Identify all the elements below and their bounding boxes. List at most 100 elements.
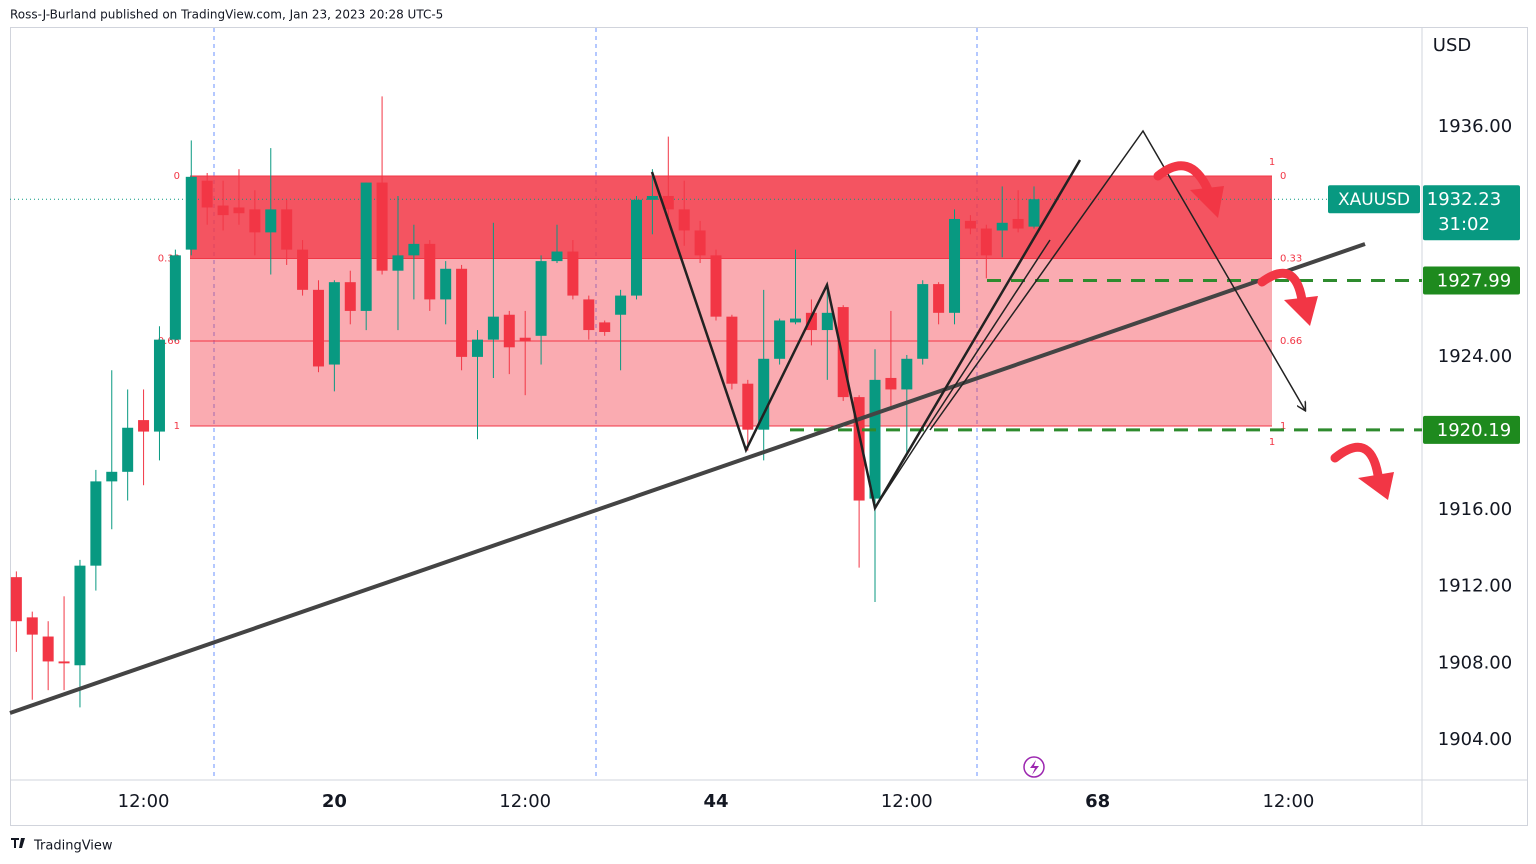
- price-label: 1920.19: [1437, 420, 1511, 441]
- candle-body: [535, 261, 547, 336]
- candle-body: [456, 268, 468, 357]
- candle-body: [217, 205, 229, 216]
- fib-label: 0.33: [158, 254, 180, 265]
- fib-label: 1: [174, 421, 180, 432]
- candle-body: [312, 289, 324, 367]
- header: Ross-J-Burland published on TradingView.…: [10, 8, 443, 22]
- fib-label: 1: [1280, 421, 1286, 432]
- symbol-box: [1328, 185, 1420, 214]
- x-tick-label: 20: [322, 791, 347, 812]
- candle-body: [694, 230, 706, 256]
- candle-body: [487, 316, 499, 340]
- candle-body: [42, 636, 54, 662]
- candle-body: [297, 249, 309, 290]
- candle-body: [980, 228, 992, 256]
- candle-body: [630, 199, 642, 296]
- frame: [10, 27, 1528, 826]
- y-tick-label: 1936.00: [1438, 116, 1512, 137]
- candle-body: [376, 182, 388, 271]
- countdown: 31:02: [1438, 214, 1490, 235]
- candle-body: [678, 209, 690, 231]
- y-tick-label: 1908.00: [1438, 652, 1512, 673]
- candle-body: [169, 255, 181, 340]
- x-tick-label: 12:00: [881, 791, 933, 812]
- red-arrow: [1330, 442, 1383, 480]
- candle-body: [471, 339, 483, 357]
- candle-body: [805, 312, 817, 331]
- x-tick-label: 12:00: [118, 791, 170, 812]
- red-arrowhead: [1358, 472, 1394, 500]
- red-arrowhead: [1190, 186, 1224, 218]
- red-arrow: [1257, 268, 1307, 305]
- candle-body: [440, 268, 452, 300]
- candle-body: [1028, 199, 1040, 227]
- candle-body: [265, 209, 277, 233]
- candle-body: [519, 337, 531, 342]
- candle-body: [185, 176, 197, 250]
- candle-body: [122, 427, 134, 472]
- fib-zone-upper: [190, 176, 1272, 259]
- candle-body: [853, 397, 865, 501]
- x-tick-label: 12:00: [1262, 791, 1314, 812]
- candle-body: [424, 243, 436, 300]
- candle-body: [901, 358, 913, 390]
- candle-body: [138, 420, 150, 432]
- candle-body: [774, 320, 786, 359]
- candle-body: [249, 209, 261, 233]
- fib-label: 0.66: [1280, 336, 1302, 347]
- candle-body: [885, 377, 897, 390]
- y-tick-label: 1916.00: [1438, 499, 1512, 520]
- event-icon[interactable]: [1023, 756, 1045, 778]
- candle-body: [662, 195, 674, 210]
- event-icon-bolt: [1030, 760, 1039, 775]
- candle-body: [26, 617, 38, 635]
- fib-label: 1: [1269, 157, 1275, 168]
- price-label-box: [1423, 415, 1520, 444]
- candle-body: [837, 307, 849, 398]
- fib-label: 0.66: [158, 336, 180, 347]
- candle-body: [964, 220, 976, 229]
- candle-body: [106, 471, 118, 482]
- candle-body: [1012, 218, 1024, 229]
- y-tick-label: 1904.00: [1438, 729, 1512, 750]
- fib-label: 1: [1269, 437, 1275, 448]
- candle-body: [201, 180, 213, 208]
- red-arrowhead: [1284, 296, 1318, 326]
- candle-body: [615, 295, 627, 315]
- trendline: [9, 242, 1366, 715]
- projection-line: [929, 129, 1305, 431]
- candle-body: [726, 316, 738, 384]
- candle-body: [503, 314, 515, 348]
- candle-body: [153, 339, 165, 432]
- symbol-label: XAUUSD: [1338, 190, 1410, 210]
- candle-body: [949, 218, 961, 313]
- last-price-label: 1932.23: [1427, 189, 1501, 210]
- candle-body: [917, 284, 929, 359]
- candle-body: [646, 195, 658, 200]
- candle-body: [821, 312, 833, 331]
- candle-body: [58, 661, 70, 664]
- price-label: 1927.99: [1437, 270, 1511, 291]
- candle-body: [933, 284, 945, 313]
- y-tick-label: 1924.00: [1438, 346, 1512, 367]
- fib-label: 0: [174, 171, 180, 182]
- last-price-box: [1423, 185, 1520, 241]
- x-tick-label: 12:00: [499, 791, 551, 812]
- candle-body: [790, 318, 802, 323]
- candle-body: [567, 251, 579, 296]
- price-label-box: [1423, 266, 1520, 295]
- candle-body: [710, 255, 722, 317]
- brand-name: TradingView: [33, 839, 113, 854]
- y-tick-label: 1912.00: [1438, 576, 1512, 597]
- currency: USD: [1433, 35, 1471, 56]
- fib-label: 0.33: [1280, 254, 1302, 265]
- red-arrow: [1153, 161, 1213, 195]
- candle-body: [551, 251, 563, 262]
- candle-body: [344, 282, 356, 311]
- candle-body: [599, 322, 611, 332]
- brand-logo: [11, 838, 25, 848]
- candle-body: [233, 207, 245, 214]
- candle-body: [74, 565, 86, 666]
